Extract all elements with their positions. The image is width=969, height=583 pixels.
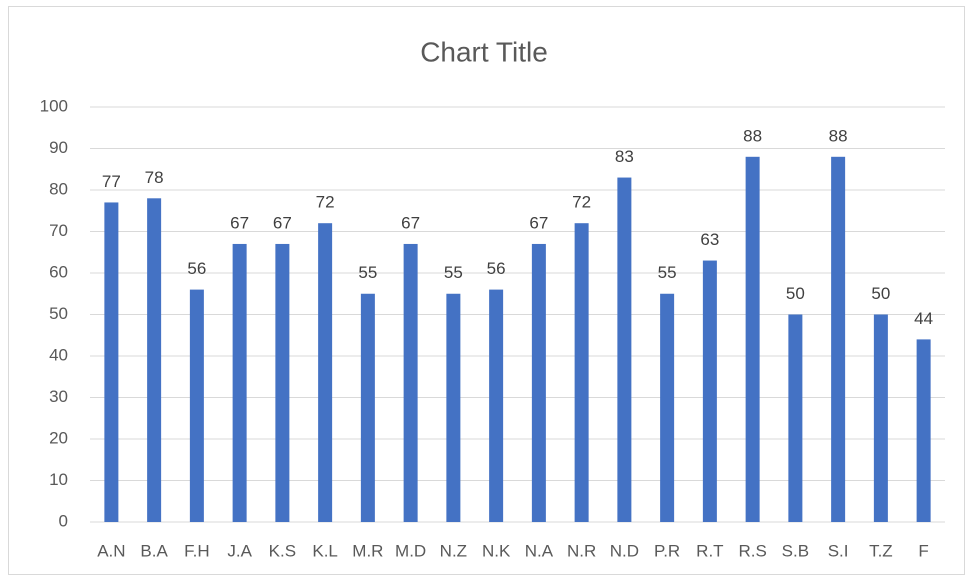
x-tick-label: N.R — [567, 541, 596, 560]
x-tick-label: N.Z — [440, 541, 467, 560]
bar — [275, 243, 290, 522]
bar — [831, 156, 846, 523]
data-label: 67 — [273, 213, 292, 232]
data-label: 56 — [187, 259, 206, 278]
bar — [446, 293, 461, 522]
bar — [147, 198, 162, 523]
bar — [617, 177, 632, 523]
y-tick-label: 50 — [49, 304, 68, 323]
data-label: 83 — [615, 147, 634, 166]
data-label: 67 — [230, 213, 249, 232]
x-tick-label: M.R — [352, 541, 383, 560]
data-label: 72 — [316, 193, 335, 212]
x-tick-label: N.D — [610, 541, 639, 560]
bar — [318, 223, 333, 522]
chart-title: Chart Title — [420, 36, 548, 67]
x-tick-label: R.T — [696, 541, 723, 560]
x-tick-label: A.N — [97, 541, 125, 560]
y-tick-label: 20 — [49, 428, 68, 447]
x-tick-label: R.S — [738, 541, 766, 560]
bar — [531, 243, 546, 522]
bar — [403, 243, 418, 522]
data-label: 55 — [444, 263, 463, 282]
data-label: 78 — [145, 168, 164, 187]
data-label: 67 — [401, 213, 420, 232]
data-label: 88 — [743, 126, 762, 145]
bar — [916, 339, 931, 522]
x-tick-label: N.K — [482, 541, 511, 560]
data-label: 55 — [358, 263, 377, 282]
y-tick-label: 0 — [59, 511, 68, 530]
y-tick-label: 10 — [49, 470, 68, 489]
x-tick-label: B.A — [140, 541, 168, 560]
x-tick-label: K.L — [312, 541, 338, 560]
data-label: 77 — [102, 172, 121, 191]
data-label: 67 — [529, 213, 548, 232]
bar — [360, 293, 375, 522]
data-label: 88 — [829, 126, 848, 145]
x-tick-label: K.S — [269, 541, 296, 560]
x-tick-label: F — [918, 541, 928, 560]
bar — [232, 243, 247, 522]
x-tick-label: J.A — [227, 541, 252, 560]
x-tick-label: P.R — [654, 541, 680, 560]
y-tick-label: 40 — [49, 345, 68, 364]
data-label: 50 — [871, 284, 890, 303]
y-tick-label: 100 — [40, 96, 68, 115]
data-label: 50 — [786, 284, 805, 303]
y-tick-label: 70 — [49, 221, 68, 240]
chart-border — [8, 6, 965, 575]
data-label: 56 — [487, 259, 506, 278]
x-tick-label: T.Z — [869, 541, 893, 560]
bar — [660, 293, 675, 522]
data-label: 63 — [700, 230, 719, 249]
y-tick-label: 80 — [49, 179, 68, 198]
x-tick-label: F.H — [184, 541, 210, 560]
x-tick-label: S.I — [828, 541, 849, 560]
bar — [873, 314, 888, 522]
x-tick-label: M.D — [395, 541, 426, 560]
x-tick-label: S.B — [782, 541, 809, 560]
data-label: 55 — [658, 263, 677, 282]
data-label: 72 — [572, 193, 591, 212]
y-tick-label: 90 — [49, 138, 68, 157]
bar — [788, 314, 803, 522]
data-label: 44 — [914, 309, 933, 328]
bar — [745, 156, 760, 523]
y-tick-label: 60 — [49, 262, 68, 281]
y-tick-label: 30 — [49, 387, 68, 406]
x-tick-label: N.A — [525, 541, 554, 560]
bar — [574, 223, 589, 522]
bar — [189, 289, 204, 522]
bar — [702, 260, 717, 522]
bar — [489, 289, 504, 522]
bar — [104, 202, 119, 522]
